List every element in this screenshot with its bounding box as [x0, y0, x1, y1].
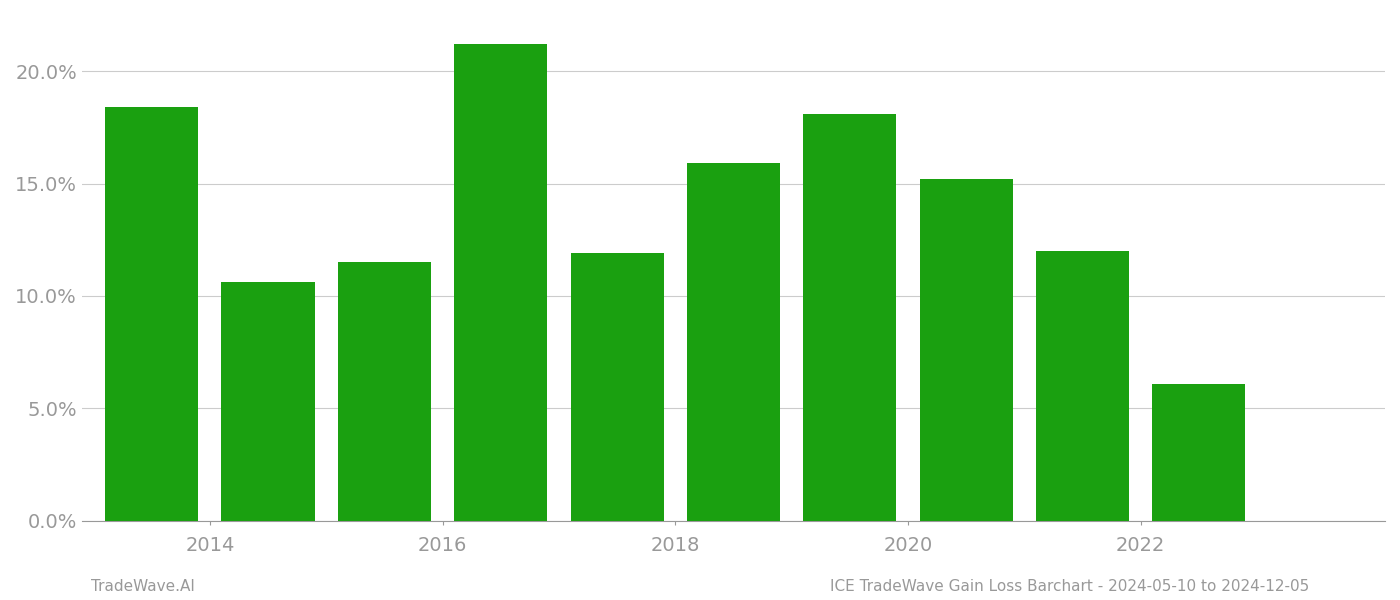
Bar [105, 107, 199, 521]
Bar [221, 283, 315, 521]
Bar [804, 114, 896, 521]
Text: TradeWave.AI: TradeWave.AI [91, 579, 195, 594]
Text: ICE TradeWave Gain Loss Barchart - 2024-05-10 to 2024-12-05: ICE TradeWave Gain Loss Barchart - 2024-… [830, 579, 1309, 594]
Bar [920, 179, 1012, 521]
Bar [454, 44, 547, 521]
Bar [687, 163, 780, 521]
Bar [1036, 251, 1128, 521]
Bar [571, 253, 664, 521]
Bar [1152, 383, 1246, 521]
Bar [337, 262, 431, 521]
